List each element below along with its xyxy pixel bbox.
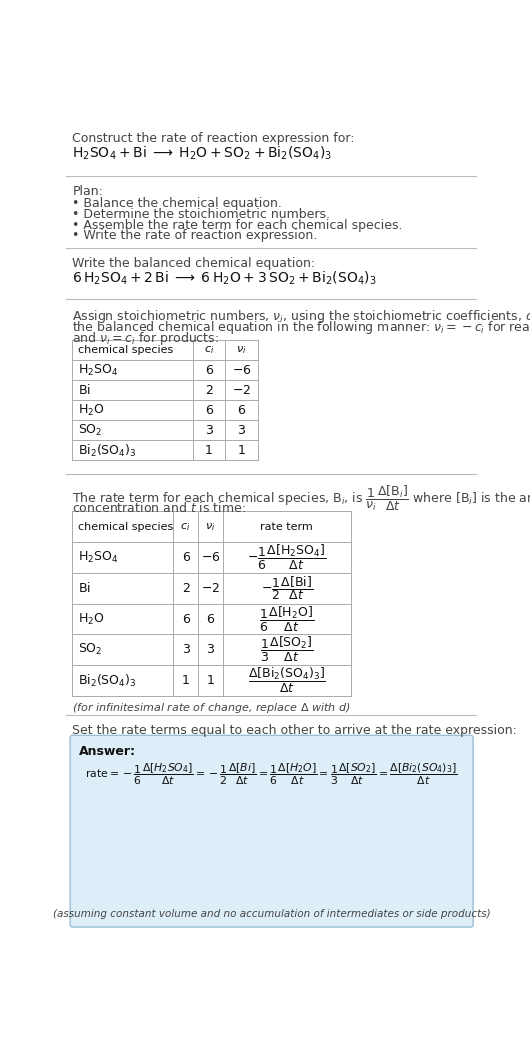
Text: Assign stoichiometric numbers, $\nu_i$, using the stoichiometric coefficients, $: Assign stoichiometric numbers, $\nu_i$, … bbox=[73, 308, 530, 325]
Text: (for infinitesimal rate of change, replace $\Delta$ with $d$): (for infinitesimal rate of change, repla… bbox=[73, 701, 351, 714]
Text: 6: 6 bbox=[205, 404, 213, 417]
Text: $\mathrm{Bi_2(SO_4)_3}$: $\mathrm{Bi_2(SO_4)_3}$ bbox=[78, 442, 137, 458]
Text: 6: 6 bbox=[182, 613, 190, 626]
Text: $-6$: $-6$ bbox=[232, 364, 251, 377]
Text: $c_i$: $c_i$ bbox=[204, 344, 214, 357]
Text: $\nu_i$: $\nu_i$ bbox=[205, 521, 216, 532]
Text: Set the rate terms equal to each other to arrive at the rate expression:: Set the rate terms equal to each other t… bbox=[73, 724, 517, 736]
Text: 1: 1 bbox=[207, 675, 214, 687]
Text: • Write the rate of reaction expression.: • Write the rate of reaction expression. bbox=[73, 229, 317, 243]
Text: $\mathrm{H_2SO_4 + Bi \;\longrightarrow\; H_2O + SO_2 + Bi_2(SO_4)_3}$: $\mathrm{H_2SO_4 + Bi \;\longrightarrow\… bbox=[73, 144, 333, 162]
Text: $\dfrac{1}{3}\dfrac{\Delta[\mathrm{SO_2}]}{\Delta t}$: $\dfrac{1}{3}\dfrac{\Delta[\mathrm{SO_2}… bbox=[260, 635, 314, 664]
Text: $\dfrac{1}{6}\dfrac{\Delta[\mathrm{H_2O}]}{\Delta t}$: $\dfrac{1}{6}\dfrac{\Delta[\mathrm{H_2O}… bbox=[259, 605, 314, 634]
Text: Construct the rate of reaction expression for:: Construct the rate of reaction expressio… bbox=[73, 132, 355, 144]
Text: $\mathrm{SO_2}$: $\mathrm{SO_2}$ bbox=[78, 642, 102, 658]
Text: chemical species: chemical species bbox=[78, 345, 173, 356]
Text: 3: 3 bbox=[237, 424, 245, 437]
Text: $-\dfrac{1}{6}\dfrac{\Delta[\mathrm{H_2SO_4}]}{\Delta t}$: $-\dfrac{1}{6}\dfrac{\Delta[\mathrm{H_2S… bbox=[247, 543, 326, 572]
Text: 1: 1 bbox=[205, 444, 213, 457]
Text: chemical species: chemical species bbox=[78, 522, 173, 531]
Text: 6: 6 bbox=[182, 551, 190, 564]
Text: 6: 6 bbox=[205, 364, 213, 377]
Text: 6: 6 bbox=[237, 404, 245, 417]
Text: • Assemble the rate term for each chemical species.: • Assemble the rate term for each chemic… bbox=[73, 219, 403, 232]
Text: $\mathrm{H_2SO_4}$: $\mathrm{H_2SO_4}$ bbox=[78, 550, 118, 565]
Text: $-6$: $-6$ bbox=[200, 551, 220, 564]
Text: 2: 2 bbox=[205, 384, 213, 396]
Text: 3: 3 bbox=[182, 643, 190, 657]
Text: 1: 1 bbox=[182, 675, 190, 687]
Text: $\mathrm{SO_2}$: $\mathrm{SO_2}$ bbox=[78, 423, 102, 438]
Text: $\mathrm{rate} = -\dfrac{1}{6}\dfrac{\Delta[H_2SO_4]}{\Delta t} = -\dfrac{1}{2}\: $\mathrm{rate} = -\dfrac{1}{6}\dfrac{\De… bbox=[85, 761, 458, 788]
Text: $\mathrm{Bi_2(SO_4)_3}$: $\mathrm{Bi_2(SO_4)_3}$ bbox=[78, 673, 137, 688]
Text: (assuming constant volume and no accumulation of intermediates or side products): (assuming constant volume and no accumul… bbox=[53, 909, 490, 919]
Text: Write the balanced chemical equation:: Write the balanced chemical equation: bbox=[73, 257, 315, 270]
Text: $\mathrm{H_2O}$: $\mathrm{H_2O}$ bbox=[78, 612, 104, 627]
Text: 6: 6 bbox=[207, 613, 214, 626]
Text: $\mathrm{6\,H_2SO_4 + 2\,Bi \;\longrightarrow\; 6\,H_2O + 3\,SO_2 + Bi_2(SO_4)_3: $\mathrm{6\,H_2SO_4 + 2\,Bi \;\longright… bbox=[73, 270, 377, 287]
Text: $\nu_i$: $\nu_i$ bbox=[236, 344, 246, 357]
Text: 3: 3 bbox=[207, 643, 214, 657]
Text: concentration and $t$ is time:: concentration and $t$ is time: bbox=[73, 500, 246, 515]
Text: $-\dfrac{1}{2}\dfrac{\Delta[\mathrm{Bi}]}{\Delta t}$: $-\dfrac{1}{2}\dfrac{\Delta[\mathrm{Bi}]… bbox=[261, 574, 313, 602]
Text: 2: 2 bbox=[182, 582, 190, 595]
Text: $-2$: $-2$ bbox=[232, 384, 251, 396]
Text: • Balance the chemical equation.: • Balance the chemical equation. bbox=[73, 197, 282, 210]
Text: 1: 1 bbox=[237, 444, 245, 457]
FancyBboxPatch shape bbox=[70, 735, 473, 927]
Text: rate term: rate term bbox=[260, 522, 313, 531]
Text: the balanced chemical equation in the following manner: $\nu_i = -c_i$ for react: the balanced chemical equation in the fo… bbox=[73, 319, 530, 336]
Text: $\mathrm{H_2O}$: $\mathrm{H_2O}$ bbox=[78, 403, 104, 418]
Text: $\mathrm{H_2SO_4}$: $\mathrm{H_2SO_4}$ bbox=[78, 363, 118, 378]
Text: • Determine the stoichiometric numbers.: • Determine the stoichiometric numbers. bbox=[73, 208, 330, 221]
Text: $c_i$: $c_i$ bbox=[181, 521, 191, 532]
Text: The rate term for each chemical species, $\mathrm{B}_i$, is $\dfrac{1}{\nu_i}\df: The rate term for each chemical species,… bbox=[73, 483, 530, 513]
Text: $\dfrac{\Delta[\mathrm{Bi_2(SO_4)_3}]}{\Delta t}$: $\dfrac{\Delta[\mathrm{Bi_2(SO_4)_3}]}{\… bbox=[248, 666, 326, 696]
Text: $-2$: $-2$ bbox=[201, 582, 220, 595]
Text: Plan:: Plan: bbox=[73, 185, 103, 198]
Text: 3: 3 bbox=[205, 424, 213, 437]
Text: Answer:: Answer: bbox=[78, 746, 136, 758]
Text: $\mathrm{Bi}$: $\mathrm{Bi}$ bbox=[78, 582, 91, 595]
Text: and $\nu_i = c_i$ for products:: and $\nu_i = c_i$ for products: bbox=[73, 329, 219, 346]
Text: $\mathrm{Bi}$: $\mathrm{Bi}$ bbox=[78, 384, 91, 397]
